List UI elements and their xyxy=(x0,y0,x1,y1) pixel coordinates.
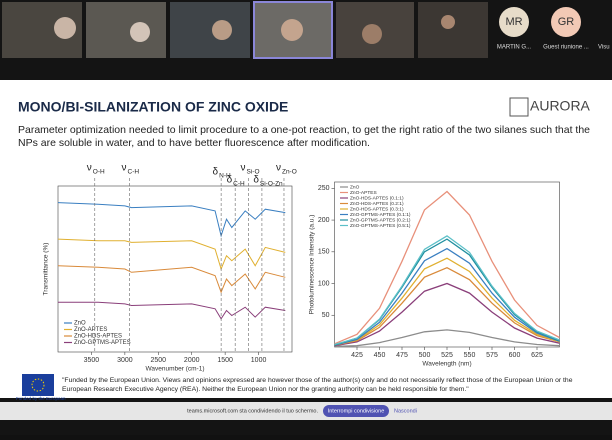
legend-label: ZnO-GPTMS-APTES (0.2:1) xyxy=(350,217,411,223)
x-tick-label: 3500 xyxy=(84,357,100,364)
video-tiles: MR MARTIN G... GR Guest riunione ... Vis… xyxy=(2,1,610,59)
band-symbol: ν xyxy=(87,163,92,174)
legend-label: ZnO-HDS-APTES (0.3:1) xyxy=(350,206,404,212)
y-tick-label: 250 xyxy=(318,185,330,192)
y-tick-label: 150 xyxy=(318,249,330,256)
band-sub: N-H xyxy=(219,173,231,180)
person xyxy=(362,24,382,44)
band-symbol: δ xyxy=(227,175,233,186)
logo-icon xyxy=(509,97,529,117)
series-line xyxy=(334,329,560,347)
band-sub: Si-O-Zn xyxy=(260,181,283,188)
legend-label: ZnO xyxy=(350,184,360,190)
stop-button-label[interactable]: Interrompi condivisione xyxy=(328,408,385,414)
plot-frame xyxy=(57,185,293,353)
avatar xyxy=(499,7,529,37)
avatar-initials: MR xyxy=(505,16,522,28)
y-tick-label: 50 xyxy=(322,312,330,319)
participant-name: Visu xyxy=(598,45,610,51)
logo: AURORA xyxy=(509,97,591,117)
eu-flag xyxy=(22,374,54,396)
y-axis-label: Transmittance (%) xyxy=(43,243,50,296)
series-line xyxy=(334,282,560,347)
pl-chart: 425 450 475 500 525 550 575 600 625 50 100 150 200 25… xyxy=(309,181,560,368)
share-bar xyxy=(0,402,612,420)
band-symbol: ν xyxy=(276,163,281,174)
video-tile xyxy=(86,2,166,58)
person xyxy=(212,20,232,40)
slide-text-box: Parameter optimization needed to limit p… xyxy=(18,124,590,149)
avatar xyxy=(551,7,581,37)
avatar-initials: GR xyxy=(558,16,575,28)
y-axis-label: Photoluminescence Intensity (a.u.) xyxy=(309,215,316,315)
band-symbol: δ xyxy=(213,167,219,178)
legend-label: ZnO-APTES xyxy=(74,327,107,333)
slide-title: MONO/BI-SILANIZATION OF ZINC OXIDE xyxy=(18,99,288,115)
video-tile xyxy=(418,2,488,58)
person xyxy=(54,17,76,39)
x-tick-label: 2500 xyxy=(150,357,166,364)
person xyxy=(441,15,455,29)
share-text: teams.microsoft.com sta condividendo il … xyxy=(187,408,318,414)
participant-name: MARTIN G... xyxy=(497,45,532,51)
slide xyxy=(0,80,612,398)
x-tick-label: 475 xyxy=(396,352,408,359)
stop-button[interactable] xyxy=(323,405,389,417)
band-sub: C-H xyxy=(233,181,245,188)
legend-label: ZnO-HDS-APTES xyxy=(74,334,122,340)
band-symbol: ν xyxy=(122,163,127,174)
series-line xyxy=(334,235,560,346)
series-line xyxy=(334,190,560,345)
x-tick-label: 1000 xyxy=(251,357,267,364)
band-sub: Si-O xyxy=(247,169,260,176)
x-tick-label: 525 xyxy=(441,352,453,359)
x-tick-label: 550 xyxy=(464,352,476,359)
hide-link[interactable]: Nascondi xyxy=(394,408,417,414)
x-tick-label: 600 xyxy=(509,352,521,359)
x-tick-label: 625 xyxy=(531,352,543,359)
video-tile xyxy=(170,2,250,58)
legend-label: ZnO-HDS-APTES (0.1:1) xyxy=(350,195,404,201)
x-axis-label: Wavelength (nm) xyxy=(422,361,471,368)
person xyxy=(130,22,150,42)
eu-stars xyxy=(31,378,45,392)
ftir-chart: 3500 3000 2500 2000 1500 1000 Wavenumber (cm-1… xyxy=(43,163,297,373)
x-tick-label: 3000 xyxy=(117,357,133,364)
x-tick-label: 575 xyxy=(486,352,498,359)
disclaimer-box: "Funded by the European Union. Views and… xyxy=(62,377,573,393)
legend-label: ZnO-GPTMS-APTES (0.5:1) xyxy=(350,223,411,229)
legend-label: ZnO-HDS-APTES (0.2:1) xyxy=(350,201,404,207)
band-symbol: δ xyxy=(253,175,259,186)
legend-label: ZnO xyxy=(74,321,86,327)
x-axis-label: Wavenumber (cm-1) xyxy=(146,366,205,373)
series-line xyxy=(58,265,286,294)
x-tick-label: 500 xyxy=(419,352,431,359)
band-sub: O-H xyxy=(93,169,105,176)
disclaimer: "Funded by the European Union. Views and… xyxy=(62,377,573,393)
y-tick-label: 100 xyxy=(318,280,330,287)
slide-text: Parameter optimization needed to limit p… xyxy=(18,124,590,149)
series-line xyxy=(334,266,560,346)
logo-text: AURORA xyxy=(530,98,591,114)
person xyxy=(281,19,303,41)
legend-label: ZnO-GPTMS-APTES (0.1:1) xyxy=(350,212,411,218)
band-symbol: ν xyxy=(241,163,246,174)
band-sub: Zn-O xyxy=(282,169,297,176)
band-sub: C-H xyxy=(128,169,140,176)
legend-label: ZnO-GPTMS-APTES xyxy=(74,340,131,346)
y-tick-label: 200 xyxy=(318,217,330,224)
x-tick-label: 1500 xyxy=(217,357,233,364)
series-line xyxy=(334,247,560,346)
legend-label: ZnO-APTES xyxy=(350,190,377,196)
video-tile xyxy=(253,1,333,59)
x-tick-label: 2000 xyxy=(184,357,200,364)
x-tick-label: 450 xyxy=(374,352,386,359)
participant-name: Guest riunione ... xyxy=(543,45,589,51)
x-tick-label: 425 xyxy=(351,352,363,359)
series-line xyxy=(334,257,560,346)
